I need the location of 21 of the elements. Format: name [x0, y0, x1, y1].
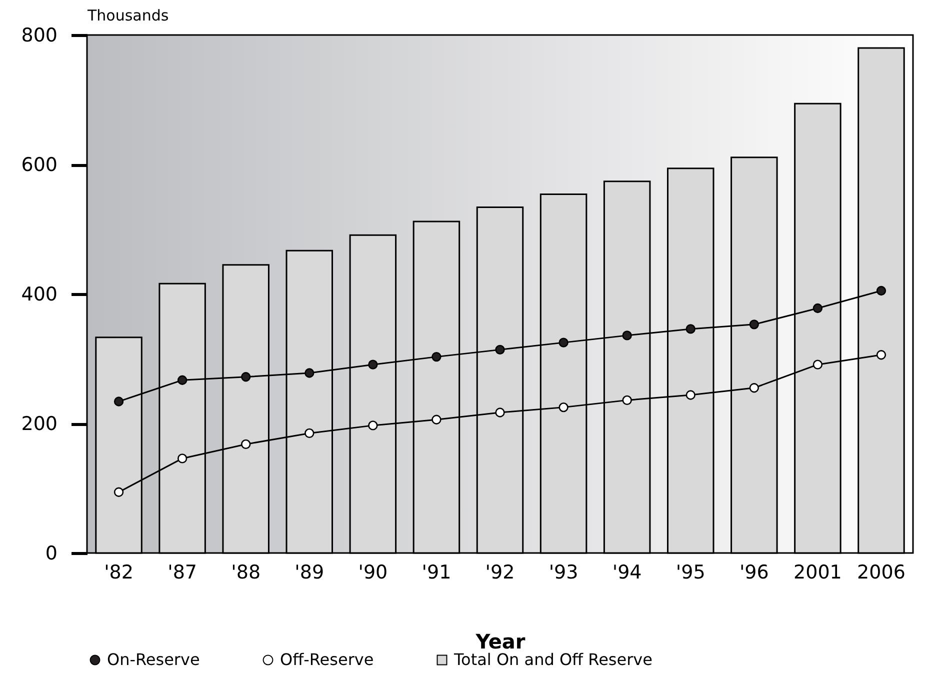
x-tick-label: 2001 [794, 562, 842, 584]
y-tick-label: 600 [21, 154, 58, 176]
x-tick-label: '93 [548, 562, 578, 584]
legend-label: On-Reserve [107, 650, 200, 669]
x-tick-label: '92 [485, 562, 515, 584]
x-tick-label: '91 [422, 562, 452, 584]
x-tick-label: '95 [676, 562, 706, 584]
x-tick-label: '88 [231, 562, 261, 584]
x-tick-label: '90 [358, 562, 388, 584]
y-tick-label: 0 [45, 542, 58, 564]
y-tick-label: 200 [21, 413, 58, 435]
x-tick-label: '89 [294, 562, 324, 584]
x-tick-label: '87 [168, 562, 198, 584]
x-tick-label: '94 [612, 562, 642, 584]
y-tick-label: 400 [21, 284, 58, 306]
x-tick-label: '96 [739, 562, 769, 584]
y-tick-label: 800 [21, 24, 58, 46]
x-tick-label: 2006 [857, 562, 906, 584]
y-axis-title: Thousands [86, 6, 169, 24]
x-tick-label: '82 [104, 562, 134, 584]
legend-label: Off-Reserve [280, 650, 374, 669]
